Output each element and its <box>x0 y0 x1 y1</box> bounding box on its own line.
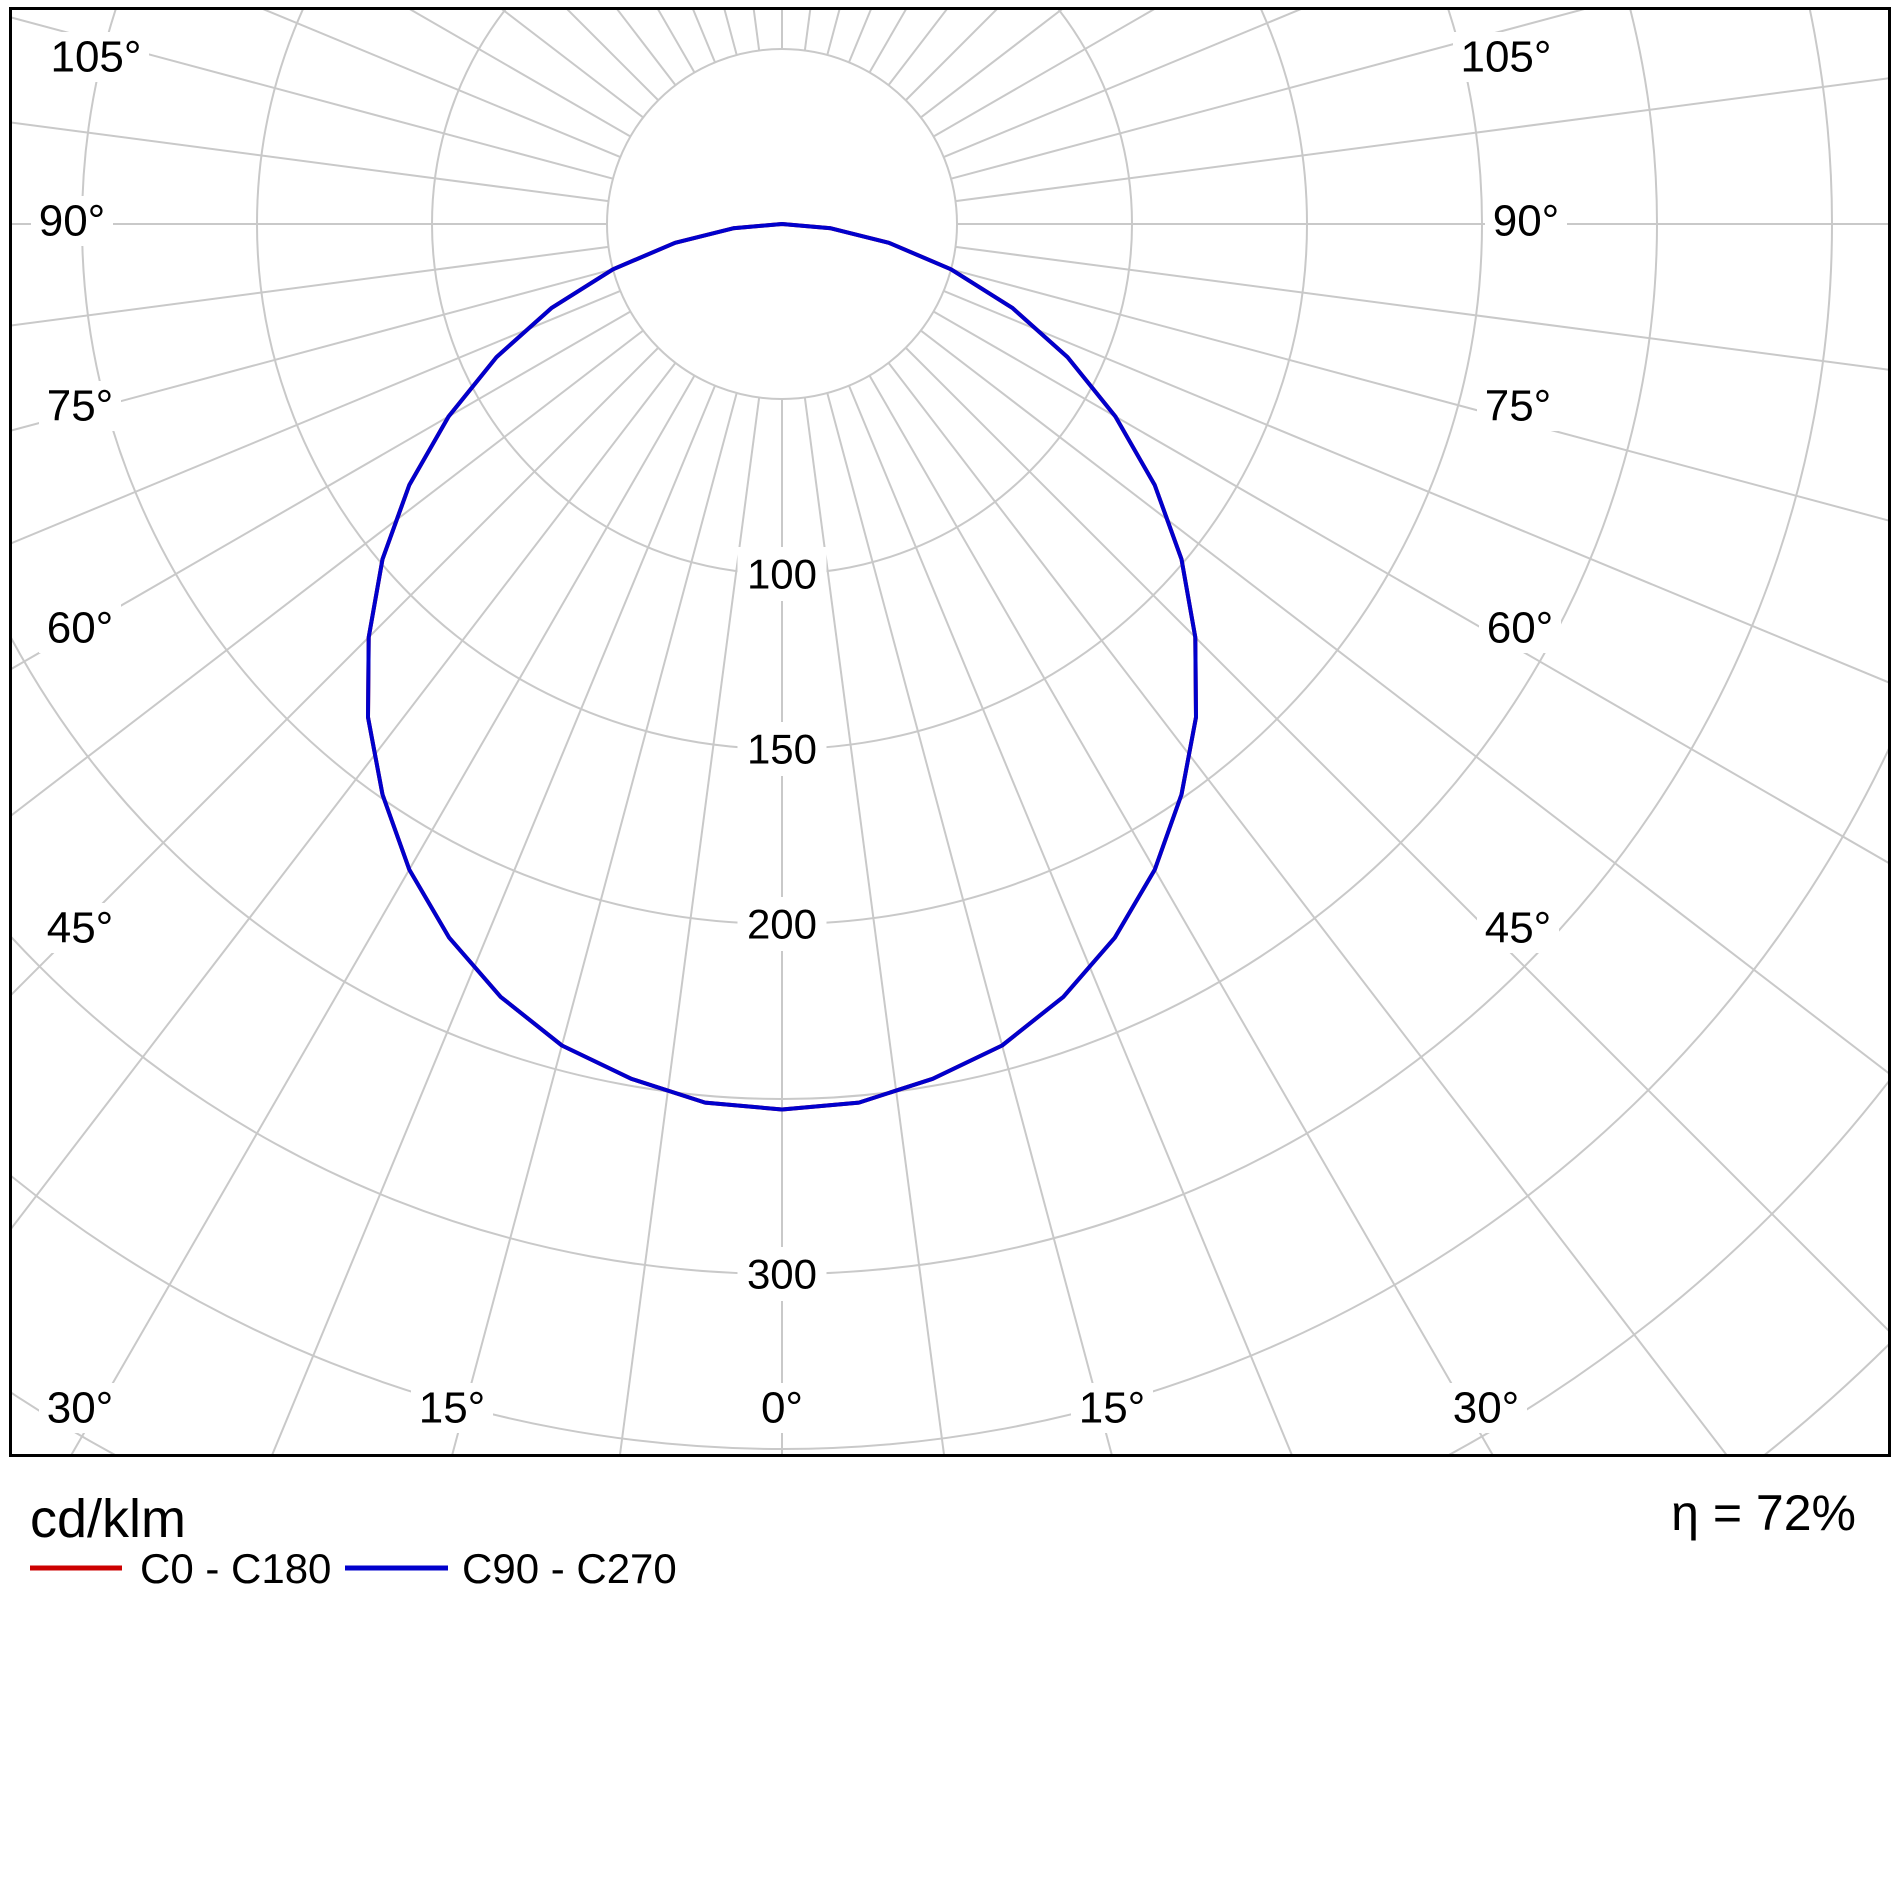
angle-label-bg <box>1453 32 1559 82</box>
grid-ray <box>619 397 761 1454</box>
grid-ray <box>12 245 609 327</box>
grid-ray <box>868 375 1494 1454</box>
angle-label-bg <box>1485 196 1567 246</box>
grid-ray <box>887 362 1728 1454</box>
grid-ray <box>271 385 716 1454</box>
grid-ray <box>950 268 1888 522</box>
angle-label-bg <box>1479 603 1561 653</box>
grid-ray <box>943 290 1888 684</box>
angle-label-bg <box>39 603 121 653</box>
angle-label-bg <box>39 903 121 953</box>
plot-border <box>9 7 1891 1457</box>
grid-ray <box>12 362 677 1230</box>
grid-ray <box>451 392 738 1454</box>
angle-tick-label: 105° <box>50 33 141 82</box>
units-label: cd/klm <box>30 1489 186 1549</box>
grid-ray <box>12 329 644 817</box>
grid-ray <box>12 16 614 180</box>
axis-labels: 100 150 200 300 0° 15° 15° 30° 30° 45° 45° 60° 60° 75… <box>31 32 1567 1433</box>
grid-ray <box>943 10 1302 158</box>
radial-label-bg <box>737 1247 827 1301</box>
radial-tick-label: 100 <box>747 551 817 598</box>
grid-ray <box>920 329 1888 1074</box>
legend-label-c0-c180: C0 - C180 <box>140 1545 331 1592</box>
angle-label-bg <box>1477 381 1559 431</box>
angle-label-bg <box>1071 1383 1153 1433</box>
grid-ray <box>262 10 621 158</box>
angle-tick-label: 15° <box>419 1384 486 1433</box>
grid-ray <box>826 392 1113 1454</box>
grid-ray <box>905 347 1888 1332</box>
radial-tick-label: 150 <box>747 726 817 773</box>
angle-tick-label: 90° <box>1493 197 1560 246</box>
angle-label-bg <box>39 381 121 431</box>
angle-tick-label: 60° <box>47 604 114 653</box>
grid-ray <box>12 290 621 545</box>
curve-c90-c270 <box>366 222 1198 1112</box>
grid-ray <box>70 375 696 1454</box>
angle-tick-label: 60° <box>1487 604 1554 653</box>
radial-tick-label: 200 <box>747 901 817 948</box>
efficiency-label: η = 72% <box>1671 1485 1856 1541</box>
grid-ray <box>803 397 945 1454</box>
grid-ray <box>933 310 1888 864</box>
angle-label-bg <box>411 1383 493 1433</box>
grid-ray <box>12 268 614 432</box>
angle-tick-label: 45° <box>1485 904 1552 953</box>
angle-tick-label: 30° <box>47 1384 114 1433</box>
grid-ray <box>12 347 659 996</box>
grid-ray <box>955 77 1888 203</box>
grid-ray <box>950 10 1585 180</box>
intensity-curves <box>366 222 1198 1112</box>
angle-label-bg <box>31 196 113 246</box>
grid-ray <box>12 310 631 670</box>
angle-tick-label: 105° <box>1460 33 1551 82</box>
chart-footer: cd/klm η = 72% C0 - C180 C90 - C270 <box>30 1485 1856 1592</box>
radial-tick-label: 300 <box>747 1251 817 1298</box>
angle-label-bg <box>753 1383 811 1433</box>
angle-tick-label: 45° <box>47 904 114 953</box>
legend-label-c90-c270: C90 - C270 <box>462 1545 677 1592</box>
angle-tick-label: 15° <box>1079 1384 1146 1433</box>
angle-label-bg <box>39 1383 121 1433</box>
grid-ray <box>12 121 609 203</box>
radial-label-bg <box>737 547 827 601</box>
angle-label-bg <box>1445 1383 1527 1433</box>
grid-ray <box>848 385 1293 1454</box>
angle-tick-label: 30° <box>1453 1384 1520 1433</box>
radial-label-bg <box>737 722 827 776</box>
angle-tick-label: 75° <box>1485 382 1552 431</box>
angle-label-bg <box>43 32 149 82</box>
radial-label-bg <box>737 897 827 951</box>
angle-label-bg <box>1477 903 1559 953</box>
grid-ray <box>955 245 1888 371</box>
angle-tick-label: 75° <box>47 382 114 431</box>
angle-tick-label: 90° <box>39 197 106 246</box>
angle-tick-label: 0° <box>761 1384 803 1433</box>
